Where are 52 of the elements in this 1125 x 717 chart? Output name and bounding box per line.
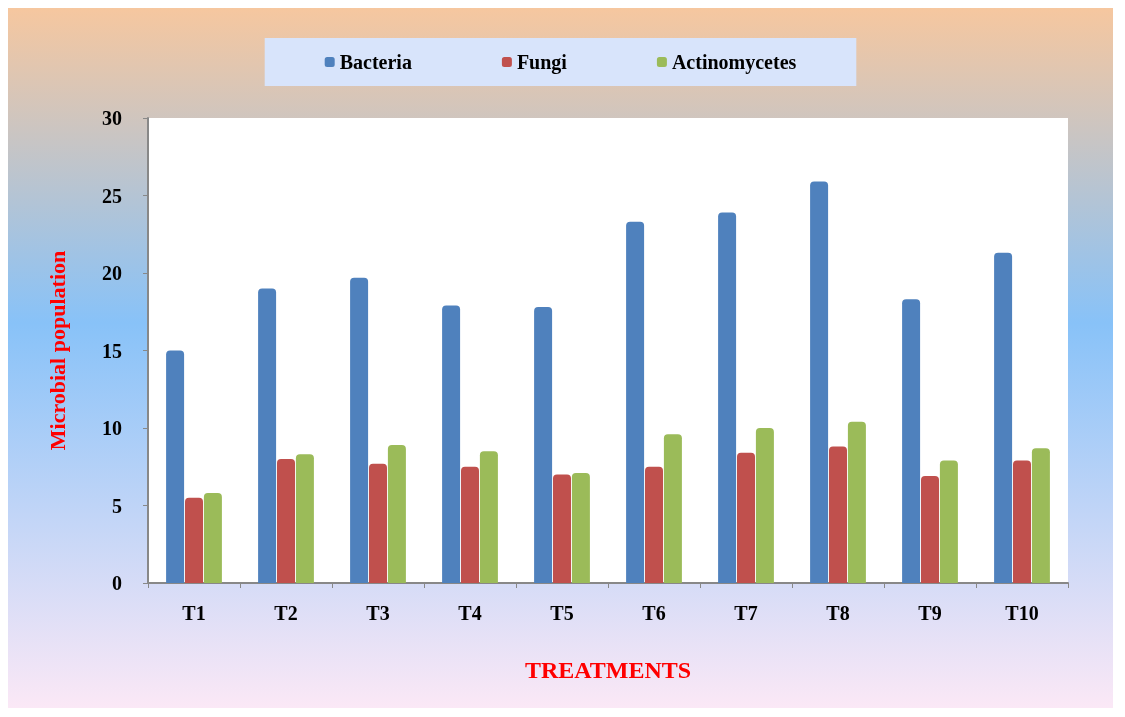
bar bbox=[350, 277, 369, 583]
bar bbox=[258, 288, 277, 583]
bar bbox=[1031, 448, 1050, 583]
bar bbox=[185, 497, 203, 583]
bar bbox=[847, 421, 866, 583]
x-tick-label: T2 bbox=[274, 602, 298, 624]
y-tick-label: 20 bbox=[102, 262, 122, 284]
y-tick-label: 25 bbox=[102, 184, 122, 207]
bar bbox=[203, 493, 222, 583]
y-tick-label: 5 bbox=[112, 494, 122, 517]
x-tick-label: T5 bbox=[550, 602, 574, 624]
x-tick-label: T9 bbox=[918, 602, 942, 624]
legend-label: Fungi bbox=[516, 51, 568, 74]
bar bbox=[939, 460, 958, 583]
bar bbox=[479, 451, 498, 583]
bar bbox=[810, 181, 829, 583]
bar bbox=[166, 350, 185, 583]
bar bbox=[755, 428, 774, 583]
bar bbox=[553, 474, 571, 583]
bar bbox=[645, 466, 663, 583]
bar bbox=[442, 305, 461, 583]
y-tick-label: 10 bbox=[102, 417, 122, 439]
bar bbox=[387, 445, 406, 583]
x-tick-label: T7 bbox=[734, 602, 758, 624]
bar bbox=[1013, 460, 1031, 583]
bar bbox=[571, 472, 590, 583]
y-axis-title: Microbial population bbox=[44, 250, 70, 451]
y-tick-label: 15 bbox=[102, 339, 122, 362]
x-axis-title: TREATMENTS bbox=[524, 657, 692, 683]
bar bbox=[626, 221, 645, 583]
x-tick-label: T3 bbox=[366, 602, 390, 624]
x-tick-label: T6 bbox=[642, 602, 666, 624]
bar bbox=[994, 252, 1013, 583]
bar bbox=[902, 299, 921, 583]
legend-label: Bacteria bbox=[339, 51, 412, 73]
bar bbox=[295, 454, 314, 583]
y-tick-label: 0 bbox=[112, 572, 122, 594]
x-tick-label: T10 bbox=[1005, 602, 1039, 624]
bar bbox=[718, 212, 737, 583]
bar bbox=[737, 452, 755, 583]
bar bbox=[369, 463, 387, 583]
bar bbox=[663, 434, 682, 583]
bar bbox=[829, 446, 847, 583]
x-tick-label: T1 bbox=[182, 602, 206, 624]
bar bbox=[461, 466, 479, 583]
bar bbox=[277, 459, 295, 583]
bar bbox=[534, 307, 553, 583]
x-tick-label: T4 bbox=[458, 602, 482, 624]
bar bbox=[921, 476, 939, 583]
x-tick-label: T8 bbox=[826, 602, 850, 624]
legend-label: Actinomycetes bbox=[671, 51, 797, 74]
y-tick-label: 30 bbox=[102, 107, 122, 129]
